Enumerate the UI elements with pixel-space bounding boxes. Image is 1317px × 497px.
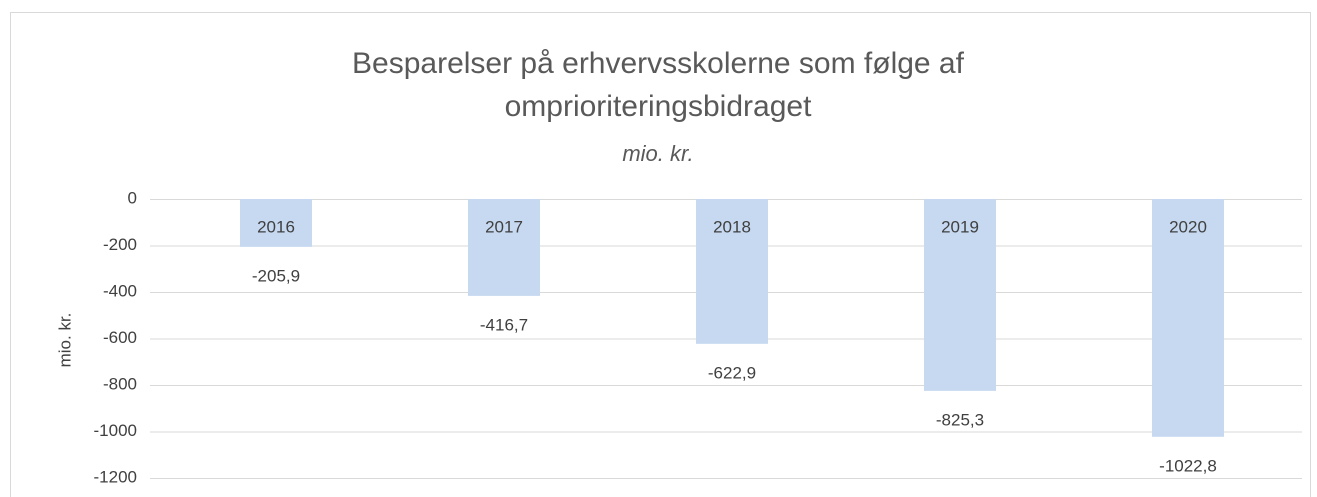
value-label: -416,7 (480, 315, 528, 334)
bar (468, 199, 540, 296)
y-axis-label: mio. kr. (55, 313, 74, 368)
chart-title: Besparelser på erhvervsskolerne som følg… (352, 47, 964, 123)
y-tick-label: -600 (103, 328, 137, 347)
category-label: 2019 (941, 217, 979, 236)
y-tick-label: -1200 (94, 467, 137, 486)
value-label: -622,9 (708, 363, 756, 382)
bar (240, 199, 312, 247)
category-label: 2020 (1169, 217, 1207, 236)
y-tick-label: -1000 (94, 421, 137, 440)
y-tick-label: -400 (103, 281, 137, 300)
y-tick-label: 0 (128, 188, 137, 207)
chart-subtitle: mio. kr. (622, 141, 693, 166)
bar (1152, 199, 1224, 437)
value-label: -1022,8 (1159, 456, 1217, 475)
y-tick-label: -200 (103, 235, 137, 254)
category-label: 2018 (713, 217, 751, 236)
value-label: -825,3 (936, 410, 984, 429)
y-tick-label: -800 (103, 374, 137, 393)
category-label: 2017 (485, 217, 523, 236)
category-label: 2016 (257, 217, 295, 236)
value-label: -205,9 (252, 266, 300, 285)
chart-border (10, 12, 1311, 497)
bar (924, 199, 996, 391)
bar (696, 199, 768, 344)
